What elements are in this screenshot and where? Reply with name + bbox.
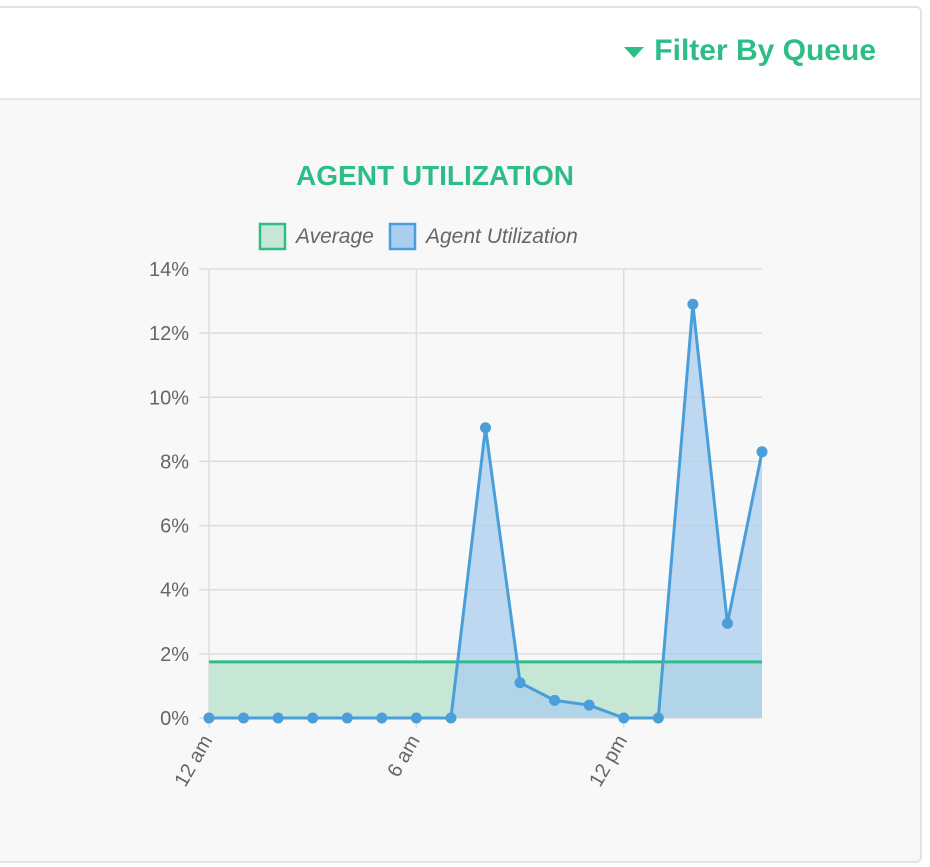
- agent-utilization-point: [272, 712, 284, 724]
- legend-swatch-agent-utilization: [388, 222, 417, 251]
- agent-utilization-area: [209, 304, 762, 718]
- agent-utilization-point: [549, 694, 561, 706]
- chart-series: [203, 298, 768, 724]
- agent-utilization-point: [376, 712, 388, 724]
- y-tick-label: 2%: [160, 644, 189, 666]
- x-axis-ticks: 12 am 6 am 12 pm: [170, 732, 632, 791]
- filter-by-queue-button[interactable]: Filter By Queue: [624, 34, 876, 68]
- agent-utilization-point: [480, 422, 491, 434]
- agent-utilization-point: [756, 446, 768, 458]
- legend-swatch-average: [258, 222, 287, 251]
- x-tick-label: 6 am: [383, 732, 424, 782]
- chart-title: AGENT UTILIZATION: [296, 160, 574, 191]
- agent-utilization-point: [203, 712, 215, 724]
- agent-utilization-point: [583, 699, 595, 711]
- agent-utilization-point: [687, 298, 699, 310]
- agent-utilization-point: [341, 712, 353, 724]
- agent-utilization-point: [410, 712, 422, 724]
- y-tick-label: 8%: [160, 451, 189, 473]
- agent-utilization-point: [307, 712, 319, 724]
- chart-legend: Average Agent Utilization: [258, 222, 578, 251]
- agent-utilization-point: [721, 617, 733, 629]
- agent-utilization-point: [514, 677, 526, 689]
- agent-utilization-point: [652, 712, 664, 724]
- y-axis-ticks: 0% 2% 4% 6% 8% 10% 12% 14%: [149, 259, 189, 730]
- y-tick-label: 0%: [160, 708, 189, 730]
- y-tick-label: 4%: [160, 580, 189, 602]
- y-tick-label: 12%: [149, 323, 189, 345]
- legend-label-average: Average: [294, 225, 374, 248]
- card-header: Filter By Queue: [0, 8, 920, 100]
- filter-by-queue-label: Filter By Queue: [654, 34, 876, 67]
- caret-down-icon: [624, 46, 645, 58]
- agent-utilization-point: [618, 712, 630, 724]
- legend-label-agent-utilization: Agent Utilization: [424, 225, 578, 248]
- chart-card: Filter By Queue: [0, 6, 922, 863]
- agent-utilization-point: [445, 712, 457, 724]
- y-tick-label: 14%: [149, 259, 189, 281]
- agent-utilization-point: [238, 712, 250, 724]
- x-tick-label: 12 am: [170, 732, 217, 791]
- y-tick-label: 10%: [149, 387, 189, 409]
- y-tick-label: 6%: [160, 516, 189, 538]
- x-tick-label: 12 pm: [585, 732, 632, 791]
